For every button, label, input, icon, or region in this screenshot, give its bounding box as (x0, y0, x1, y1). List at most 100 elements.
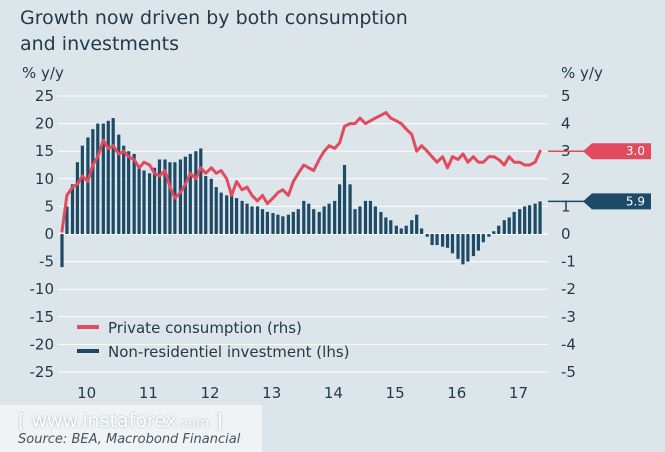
investment-bar (481, 234, 485, 243)
investment-bar (410, 220, 414, 234)
watermark-suffix: .com (177, 416, 209, 431)
investment-bar (461, 234, 465, 265)
investment-bar (487, 234, 491, 237)
left-tick-label: 5 (44, 197, 54, 215)
investment-bar (163, 159, 167, 234)
x-tick-label: 12 (200, 384, 219, 402)
investment-bar (348, 184, 352, 234)
right-tick-label: -5 (561, 363, 576, 381)
consumption-series-line (60, 111, 542, 233)
watermark-logo: [ www.instaforex.com ] (18, 410, 222, 432)
investment-bars (60, 118, 542, 268)
investment-bar (91, 129, 95, 234)
consumption-line (60, 111, 542, 233)
investment-bar (399, 228, 403, 234)
investment-bar (219, 192, 223, 234)
right-tick-label: -2 (561, 280, 576, 298)
investment-bar (327, 203, 331, 234)
investment-bar (291, 211, 295, 234)
investment-bar (404, 225, 408, 234)
right-tick-label: -1 (561, 253, 576, 271)
investment-bar (363, 200, 368, 234)
investment-bar (142, 170, 146, 234)
investment-bar (322, 206, 326, 234)
investment-bar (230, 195, 234, 234)
x-tick-label: 15 (386, 384, 405, 402)
investment-bar (307, 203, 311, 234)
investment-bar (296, 209, 300, 234)
watermark-left-bracket: [ (18, 410, 26, 432)
left-axis-unit: % y/y (22, 64, 64, 82)
investment-bar (450, 234, 455, 254)
investment-bar (368, 200, 373, 234)
investment-bar (312, 209, 316, 234)
investment-bar (234, 198, 239, 234)
left-axis-ticks: 25 20 15 10 5 0 -5 -10 -15 -20 -25 (30, 87, 55, 381)
legend-label-investment: Non-residentiel investment (lhs) (108, 343, 350, 361)
left-tick-label: 15 (35, 142, 54, 160)
consumption-tag-label: 3.0 (626, 144, 645, 158)
right-axis-unit: % y/y (561, 64, 603, 82)
investment-bar (317, 211, 321, 234)
investment-bar (476, 234, 480, 251)
investment-bar (199, 148, 203, 234)
investment-bar (204, 176, 208, 234)
investment-bar (209, 178, 213, 234)
right-tick-label: -4 (561, 335, 576, 353)
investment-bar (127, 151, 131, 234)
right-tick-label: 0 (561, 225, 571, 243)
investment-bar (168, 162, 172, 234)
investment-bar (281, 216, 285, 234)
investment-bar (518, 209, 522, 234)
investment-bar (358, 206, 362, 234)
watermark-band (0, 405, 262, 452)
left-tick-label: 20 (35, 115, 54, 133)
left-tick-label: 0 (44, 225, 54, 243)
investment-bar (435, 234, 439, 246)
investment-bar (466, 234, 470, 262)
investment-bar (214, 187, 218, 234)
investment-bar (538, 201, 542, 234)
x-axis-ticks: 10 11 12 13 14 15 16 17 (77, 384, 528, 402)
chart-title-line-2: and investments (20, 33, 179, 55)
investment-bar (527, 205, 532, 234)
investment-bar (471, 234, 476, 257)
investment-last-value-tag: 5.9 (548, 193, 651, 210)
investment-bar (157, 159, 162, 234)
x-tick-label: 11 (139, 384, 158, 402)
investment-bar (523, 206, 527, 234)
investment-bar (441, 234, 445, 247)
investment-bar (497, 225, 501, 234)
investment-bar (60, 234, 64, 268)
investment-bar (80, 145, 84, 234)
investment-bar (106, 120, 110, 234)
investment-bar (96, 123, 100, 234)
investment-bar (533, 203, 537, 234)
left-tick-label: -15 (30, 308, 55, 326)
investment-bar (492, 231, 496, 234)
investment-bar (65, 206, 69, 234)
watermark-right-bracket: ] (214, 410, 223, 432)
investment-bar (70, 184, 75, 234)
right-tick-label: 5 (561, 87, 571, 105)
investment-tag-shape (583, 193, 651, 210)
investment-bar (456, 234, 460, 259)
investment-bar (255, 206, 260, 234)
investment-bar (147, 173, 152, 234)
investment-bar (502, 220, 506, 234)
x-tick-label: 16 (447, 384, 466, 402)
left-tick-label: -20 (30, 335, 55, 353)
investment-bar (225, 195, 229, 234)
watermark-text: www.instaforex (31, 410, 178, 432)
investment-bar (507, 217, 511, 234)
investment-bar (394, 225, 398, 234)
investment-bar (337, 184, 342, 234)
investment-bar (152, 167, 157, 234)
chart-title-line-1: Growth now driven by both consumption (20, 7, 408, 29)
investment-bar (183, 156, 187, 234)
chart-title: Growth now driven by both consumption an… (20, 5, 408, 57)
investment-bar (286, 214, 290, 234)
investment-bar (302, 200, 306, 234)
investment-bar (384, 217, 388, 234)
